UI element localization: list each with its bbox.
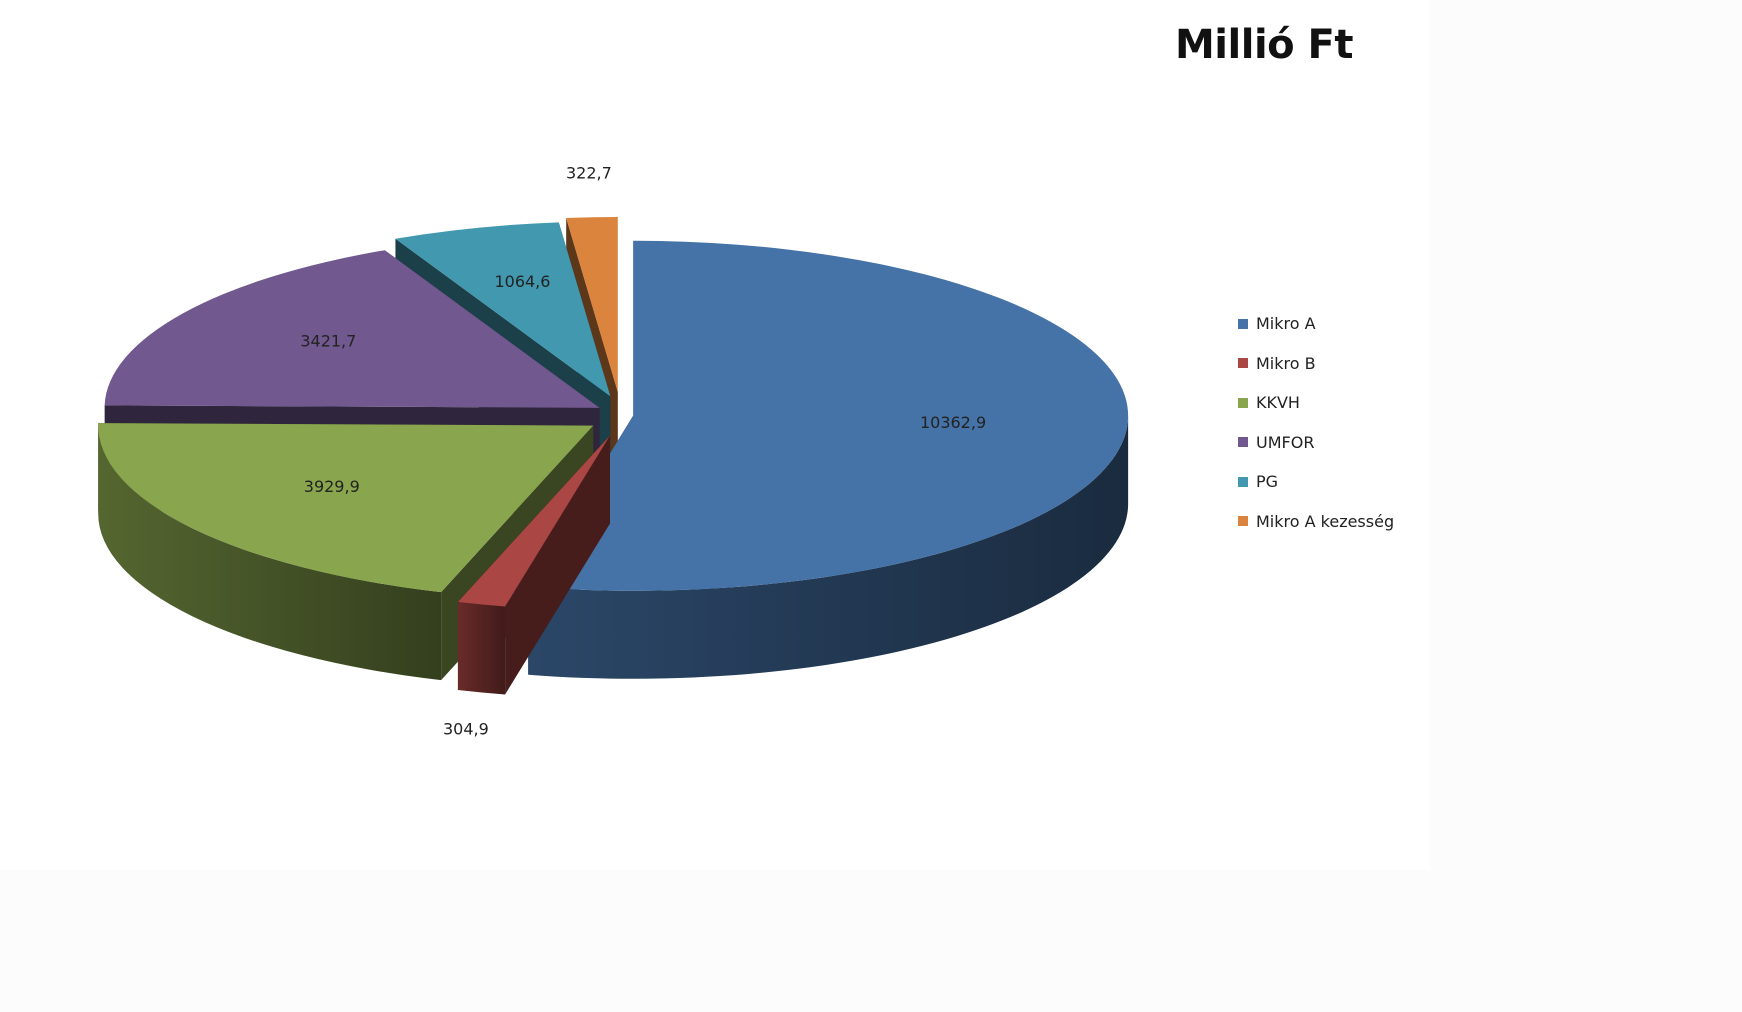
legend-label: PG: [1256, 472, 1279, 492]
legend-item-umfor: UMFOR: [1238, 423, 1394, 463]
data-label-mikro-a: 10362,9: [920, 413, 986, 432]
data-label-kkvh: 3929,9: [304, 477, 360, 496]
chart-title: Millió Ft: [1175, 22, 1354, 68]
data-label-pg: 1064,6: [494, 272, 550, 291]
legend-swatch: [1238, 476, 1248, 487]
data-label-mikro-a-kezesség: 322,7: [566, 163, 612, 182]
legend-label: UMFOR: [1256, 432, 1315, 452]
legend-item-mikro-a: Mikro A: [1238, 304, 1394, 344]
legend-item-kkvh: KKVH: [1238, 383, 1394, 423]
legend-swatch: [1238, 397, 1248, 408]
legend-swatch: [1238, 516, 1248, 527]
legend-label: KKVH: [1256, 393, 1300, 413]
data-label-mikro-b: 304,9: [443, 720, 489, 739]
legend-item-pg: PG: [1238, 462, 1394, 502]
legend-label: Mikro B: [1256, 353, 1316, 373]
legend-swatch: [1238, 318, 1248, 329]
pie-chart: 10362,9 304,9 3929,9 3421,7 1064,6 322,7: [98, 163, 1129, 739]
legend-label: Mikro A: [1256, 314, 1316, 334]
pie-slice-mikro-b: [457, 435, 610, 695]
legend: Mikro A Mikro B KKVH UMFOR PG Mikro A kezessé…: [1238, 304, 1394, 541]
legend-swatch: [1238, 437, 1248, 448]
pie-slice-mikro-a: [528, 240, 1129, 679]
legend-label: Mikro A kezesség: [1256, 511, 1395, 531]
legend-swatch: [1238, 358, 1248, 369]
legend-item-mikro-a-kezesség: Mikro A kezesség: [1238, 502, 1394, 542]
data-label-umfor: 3421,7: [300, 332, 356, 351]
legend-item-mikro-b: Mikro B: [1238, 344, 1394, 384]
